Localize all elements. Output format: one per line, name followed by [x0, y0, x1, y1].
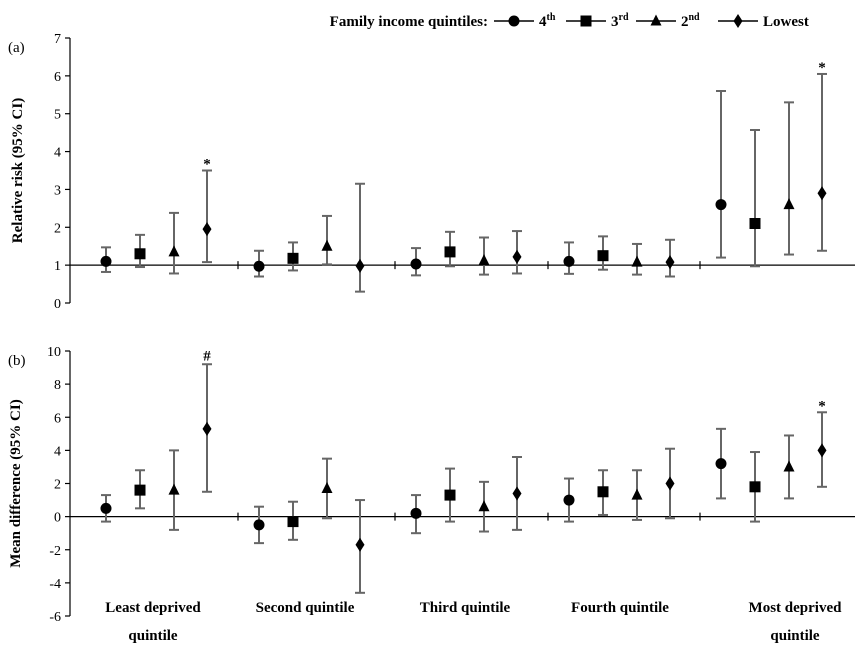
- category-label-line2-1: quintile: [128, 628, 178, 644]
- data-point-2-4-4: [665, 476, 675, 491]
- legend-marker-2: [580, 15, 592, 27]
- category-label-2: Second quintile: [256, 600, 355, 616]
- data-point-1-4-4: [665, 255, 675, 270]
- data-point-1-5-2: [749, 218, 761, 229]
- data-point-2-1-3: [168, 483, 180, 495]
- data-point-1-1-1: [100, 255, 112, 267]
- annotation-1-5-4: *: [818, 60, 826, 76]
- y-tick-label-1-7: 6: [54, 70, 61, 85]
- data-point-1-3-4: [512, 249, 522, 264]
- data-point-2-5-2: [749, 481, 761, 493]
- y-tick-label-1-2: 1: [54, 259, 61, 274]
- annotation-1-1-4: *: [203, 157, 211, 173]
- data-point-1-5-4: [817, 186, 827, 201]
- y-tick-label-2-7: 6: [54, 411, 61, 426]
- data-point-1-2-1: [253, 260, 265, 272]
- data-point-2-1-4: [202, 421, 212, 436]
- data-point-1-1-4: [202, 222, 212, 237]
- y-tick-label-2-1: -6: [49, 610, 61, 625]
- category-label-5: Most deprived: [749, 600, 843, 616]
- data-point-2-4-3: [631, 488, 643, 500]
- legend-label-4: Lowest: [763, 14, 809, 30]
- y-axis-label-1: Relative risk (95% CI): [10, 98, 26, 243]
- data-point-1-4-3: [631, 255, 643, 267]
- legend-marker-1: [508, 15, 520, 27]
- data-point-2-5-3: [783, 460, 795, 472]
- y-tick-label-2-4: 0: [54, 511, 61, 526]
- panel-label-2: (b): [8, 353, 26, 369]
- annotation-2-1-4: #: [203, 348, 211, 364]
- legend-marker-4: [733, 14, 743, 28]
- data-point-1-5-3: [783, 198, 795, 210]
- panel-label-1: (a): [8, 40, 25, 56]
- y-tick-label-1-3: 2: [54, 221, 61, 236]
- y-tick-label-1-1: 0: [54, 297, 61, 312]
- data-point-2-3-4: [512, 486, 522, 501]
- y-tick-label-2-8: 8: [54, 378, 61, 393]
- data-point-1-2-4: [355, 258, 365, 273]
- legend-label-2: 3rd: [611, 12, 629, 30]
- legend-label-1: 4th: [539, 12, 556, 30]
- data-point-1-1-2: [134, 248, 146, 260]
- data-point-1-3-1: [410, 258, 422, 270]
- annotation-2-5-4: *: [818, 398, 826, 414]
- data-point-1-2-3: [321, 239, 333, 251]
- data-point-2-3-3: [478, 500, 490, 512]
- y-tick-label-2-6: 4: [54, 444, 61, 459]
- data-point-1-4-1: [563, 255, 575, 267]
- data-point-2-2-2: [287, 516, 299, 528]
- y-tick-label-2-2: -4: [49, 577, 61, 592]
- data-point-2-3-1: [410, 507, 422, 519]
- y-axis-label-2: Mean difference (95% CI): [8, 399, 24, 567]
- data-point-2-5-1: [715, 458, 727, 470]
- data-point-1-2-2: [287, 252, 299, 264]
- category-label-4: Fourth quintile: [571, 600, 669, 616]
- data-point-2-2-1: [253, 519, 265, 531]
- data-point-2-2-3: [321, 481, 333, 493]
- legend-title: Family income quintiles:: [330, 14, 488, 30]
- data-point-2-5-4: [817, 443, 827, 458]
- data-point-2-3-2: [444, 489, 456, 501]
- data-point-2-1-2: [134, 484, 146, 496]
- data-point-1-4-2: [597, 250, 609, 262]
- y-tick-label-1-4: 3: [54, 183, 61, 198]
- category-label-line2-5: quintile: [770, 628, 820, 644]
- data-point-2-1-1: [100, 502, 112, 514]
- category-label-3: Third quintile: [420, 600, 511, 616]
- category-label-1: Least deprived: [105, 600, 201, 616]
- y-tick-label-2-3: -2: [49, 544, 61, 559]
- data-point-1-3-3: [478, 254, 490, 266]
- legend-label-3: 2nd: [681, 12, 700, 30]
- y-tick-label-2-9: 10: [47, 345, 61, 360]
- data-point-1-3-2: [444, 246, 456, 258]
- y-tick-label-1-6: 5: [54, 108, 61, 123]
- legend-marker-3: [650, 14, 662, 26]
- data-point-1-1-3: [168, 245, 180, 257]
- y-tick-label-1-8: 7: [54, 32, 61, 47]
- data-point-1-5-1: [715, 199, 727, 211]
- data-point-2-4-2: [597, 486, 609, 498]
- y-tick-label-1-5: 4: [54, 146, 61, 161]
- data-point-2-4-1: [563, 494, 575, 506]
- data-point-2-2-4: [355, 537, 365, 552]
- y-tick-label-2-5: 2: [54, 478, 61, 493]
